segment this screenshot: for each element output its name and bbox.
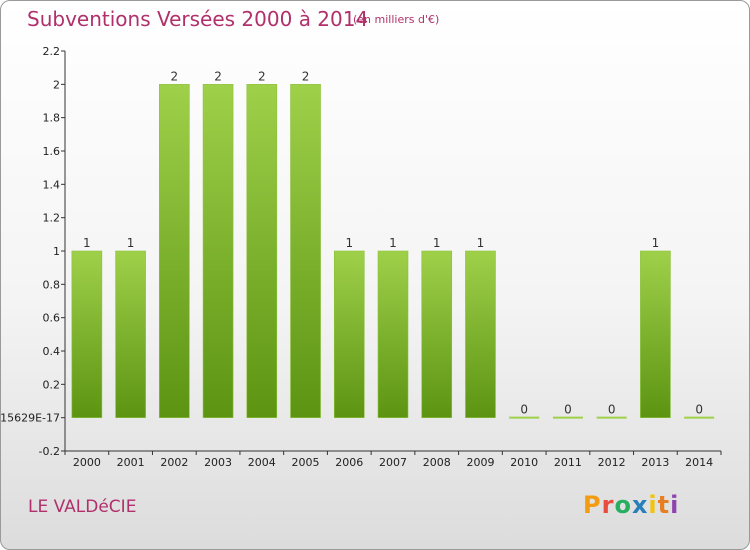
bar bbox=[159, 84, 190, 418]
logo-letter: i bbox=[670, 491, 680, 519]
x-tick-label: 2014 bbox=[685, 456, 713, 469]
data-label: 1 bbox=[477, 236, 485, 250]
x-tick-label: 2011 bbox=[554, 456, 582, 469]
x-tick-label: 2002 bbox=[160, 456, 188, 469]
data-label: 0 bbox=[520, 403, 528, 417]
data-label: 2 bbox=[214, 69, 222, 83]
data-label: 0 bbox=[564, 403, 572, 417]
bar bbox=[640, 250, 671, 418]
y-tick-label: 2.2 bbox=[43, 45, 61, 58]
y-tick-label: -1.15629E-17 bbox=[1, 412, 60, 425]
data-label: 0 bbox=[608, 403, 616, 417]
x-tick-label: 2005 bbox=[292, 456, 320, 469]
chart-title: Subventions Versées 2000 à 2014 bbox=[27, 7, 369, 31]
y-tick-label: 0.2 bbox=[43, 378, 61, 391]
x-tick-label: 2007 bbox=[379, 456, 407, 469]
x-tick-label: 2004 bbox=[248, 456, 276, 469]
x-tick-label: 2009 bbox=[466, 456, 494, 469]
data-label: 1 bbox=[389, 236, 397, 250]
logo-letter: x bbox=[631, 491, 649, 519]
chart-labels: 1 1 2 2 2 2 1 1 1 1 0 0 0 1 0 bbox=[83, 69, 703, 416]
logo-letter: i bbox=[648, 491, 658, 519]
data-label: 2 bbox=[258, 69, 266, 83]
y-tick-label: 0.8 bbox=[43, 278, 61, 291]
bar bbox=[290, 84, 321, 418]
logo-letter: P bbox=[583, 491, 602, 519]
commune-name: LE VALDéCIE bbox=[28, 497, 137, 517]
logo-letter: t bbox=[657, 491, 671, 519]
y-tick-label: 1.4 bbox=[43, 178, 61, 191]
x-tick-label: 2001 bbox=[117, 456, 145, 469]
logo-letter: r bbox=[601, 491, 615, 519]
data-label: 1 bbox=[345, 236, 353, 250]
data-label: 1 bbox=[433, 236, 441, 250]
y-tick-label: 0.6 bbox=[43, 312, 61, 325]
data-label: 1 bbox=[652, 236, 660, 250]
y-tick-label: 1.8 bbox=[43, 112, 61, 125]
x-tick-label: 2008 bbox=[423, 456, 451, 469]
y-tick-label: 1.2 bbox=[43, 212, 61, 225]
bar bbox=[377, 250, 409, 418]
bar bbox=[421, 250, 453, 418]
proxiti-logo: Proxiti bbox=[583, 491, 679, 519]
logo-letter: o bbox=[614, 491, 632, 519]
x-tick-label: 2000 bbox=[73, 456, 101, 469]
data-label: 2 bbox=[171, 69, 179, 83]
chart-bars bbox=[71, 84, 715, 419]
x-tick-label: 2012 bbox=[598, 456, 626, 469]
data-label: 2 bbox=[302, 69, 310, 83]
bar bbox=[246, 84, 278, 418]
bar bbox=[115, 250, 146, 418]
bar bbox=[333, 250, 365, 418]
x-tick-label: 2013 bbox=[641, 456, 669, 469]
y-tick-label: 1 bbox=[53, 245, 60, 258]
y-tick-label: 1.6 bbox=[43, 145, 61, 158]
x-tick-label: 2003 bbox=[204, 456, 232, 469]
bar bbox=[202, 84, 234, 418]
chart-axes: -0.2 -1.15629E-17 0.2 0.4 0.6 0.8 1 1.2 1.4 1.6 1.… bbox=[1, 45, 722, 469]
bar bbox=[71, 250, 103, 418]
chart-subtitle: (en milliers d'€) bbox=[353, 13, 440, 26]
data-label: 1 bbox=[83, 236, 91, 250]
y-tick-label: 2 bbox=[53, 78, 60, 91]
data-label: 0 bbox=[695, 403, 703, 417]
x-tick-label: 2006 bbox=[335, 456, 363, 469]
bar bbox=[465, 250, 496, 418]
y-tick-label: 0.4 bbox=[43, 345, 61, 358]
y-tick-label: -0.2 bbox=[39, 445, 60, 458]
x-tick-label: 2010 bbox=[510, 456, 538, 469]
data-label: 1 bbox=[127, 236, 135, 250]
